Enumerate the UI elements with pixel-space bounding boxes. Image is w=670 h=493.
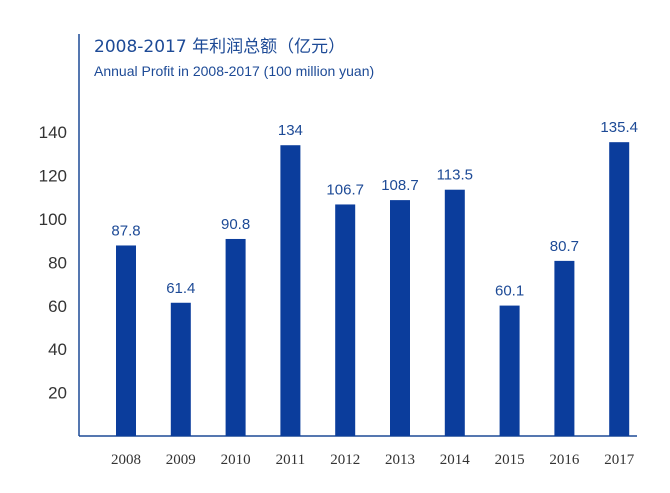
x-tick-label-2016: 2016 bbox=[549, 452, 580, 468]
chart-subtitle: Annual Profit in 2008-2017 (100 million … bbox=[94, 63, 374, 79]
bar-2011 bbox=[280, 145, 301, 436]
data-label-2012: 106.7 bbox=[326, 181, 364, 198]
bar-2012 bbox=[335, 204, 356, 436]
data-labels: 87.8 61.4 90.8 134 106.7 108.7 113.5 60.1 80.7 13… bbox=[111, 119, 638, 299]
bar-2017 bbox=[609, 142, 630, 436]
x-tick-label-2014: 2014 bbox=[440, 452, 471, 468]
data-label-2017: 135.4 bbox=[600, 119, 638, 136]
data-label-2010: 90.8 bbox=[221, 216, 250, 233]
y-tick-label: 140 bbox=[39, 123, 67, 142]
data-label-2008: 87.8 bbox=[111, 222, 140, 239]
data-label-2014: 113.5 bbox=[437, 167, 473, 184]
x-tick-label-2008: 2008 bbox=[111, 452, 141, 468]
bar-2009 bbox=[170, 302, 191, 436]
bar-2010 bbox=[225, 238, 246, 436]
data-label-2011: 134 bbox=[278, 122, 303, 139]
data-label-2015: 60.1 bbox=[495, 283, 524, 300]
y-tick-label: 120 bbox=[39, 167, 67, 186]
y-tick-label: 80 bbox=[48, 253, 67, 272]
bars bbox=[116, 142, 630, 436]
x-tick-label-2010: 2010 bbox=[221, 452, 251, 468]
x-tick-label-2009: 2009 bbox=[166, 452, 196, 468]
data-label-2009: 61.4 bbox=[166, 280, 195, 297]
data-label-2013: 108.7 bbox=[381, 177, 419, 194]
bar-2013 bbox=[390, 200, 410, 436]
x-tick-label-2013: 2013 bbox=[385, 452, 415, 468]
x-tick-label-2017: 2017 bbox=[604, 452, 635, 468]
bar-2016 bbox=[554, 260, 575, 436]
y-tick-label: 100 bbox=[39, 210, 67, 229]
x-tick-label-2012: 2012 bbox=[330, 452, 360, 468]
x-tick-label-2011: 2011 bbox=[276, 452, 305, 468]
bar-2008 bbox=[116, 245, 136, 436]
y-tick-label: 20 bbox=[48, 384, 67, 403]
bar-2014 bbox=[444, 189, 465, 436]
x-axis-labels: 2008 2009 2010 2011 2012 2013 2014 2015 2016 2017 bbox=[111, 452, 635, 468]
bar-2015 bbox=[499, 305, 520, 436]
chart-title: 2008-2017 年利润总额（亿元） bbox=[94, 37, 345, 57]
y-tick-label: 40 bbox=[48, 340, 67, 359]
y-axis-ticks: 20 40 60 80 100 120 140 bbox=[39, 123, 67, 402]
data-label-2016: 80.7 bbox=[550, 238, 579, 255]
x-tick-label-2015: 2015 bbox=[495, 452, 525, 468]
y-tick-label: 60 bbox=[48, 297, 67, 316]
